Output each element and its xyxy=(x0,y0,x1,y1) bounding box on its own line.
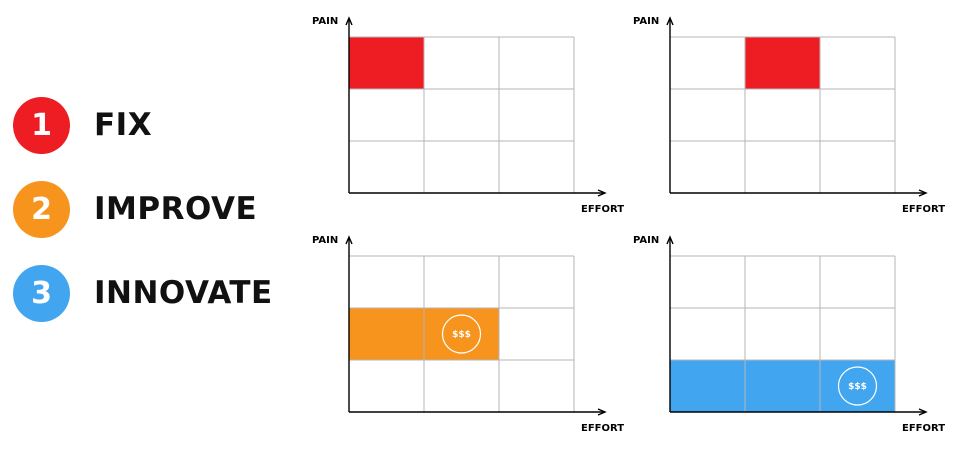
x-axis-label: EFFORT xyxy=(581,204,624,215)
legend-fix: 1 FIX xyxy=(13,96,152,154)
highlight-cell xyxy=(745,37,820,89)
y-axis-arrow-icon xyxy=(345,235,353,245)
legend-improve: 2 IMPROVE xyxy=(13,180,257,238)
number-2-badge: 2 xyxy=(13,180,70,238)
y-axis-arrow-icon xyxy=(666,235,674,245)
x-axis-label: EFFORT xyxy=(581,423,624,434)
y-axis-arrow-icon xyxy=(345,16,353,26)
y-axis-label: PAIN xyxy=(633,235,659,246)
y-axis-label: PAIN xyxy=(312,235,338,246)
y-axis-arrow-icon xyxy=(666,16,674,26)
y-axis-label: PAIN xyxy=(633,16,659,27)
x-axis-arrow-icon xyxy=(597,189,607,197)
money-label: $$$ xyxy=(848,382,867,392)
number-3-badge: 3 xyxy=(13,264,70,322)
x-axis-arrow-icon xyxy=(597,408,607,416)
legend-innovate: 3 INNOVATE xyxy=(13,264,273,322)
number-1-badge: 1 xyxy=(13,96,70,154)
x-axis-label: EFFORT xyxy=(902,204,945,215)
improve-label: IMPROVE xyxy=(94,191,258,227)
fix-label: FIX xyxy=(94,107,153,143)
innovate-label: INNOVATE xyxy=(94,275,273,311)
x-axis-arrow-icon xyxy=(918,408,928,416)
money-label: $$$ xyxy=(452,330,471,340)
x-axis-label: EFFORT xyxy=(902,423,945,434)
highlight-cell xyxy=(670,360,895,412)
money-circle-icon xyxy=(837,366,878,406)
x-axis-arrow-icon xyxy=(918,189,928,197)
y-axis-label: PAIN xyxy=(312,16,338,27)
money-circle-icon xyxy=(441,314,482,354)
highlight-cell xyxy=(349,37,424,89)
